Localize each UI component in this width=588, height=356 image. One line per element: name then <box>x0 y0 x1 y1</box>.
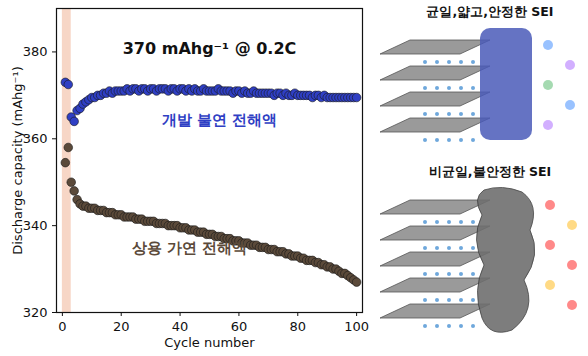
svg-text:60: 60 <box>231 319 248 334</box>
svg-text:0: 0 <box>58 319 66 334</box>
svg-text:균일,얇고,안정한 SEI: 균일,얇고,안정한 SEI <box>426 4 553 19</box>
svg-text:Discharge capacity (mAhg⁻¹): Discharge capacity (mAhg⁻¹) <box>10 66 25 255</box>
svg-text:상용 가연 전해액: 상용 가연 전해액 <box>132 239 247 257</box>
svg-text:360: 360 <box>23 131 48 146</box>
svg-text:40: 40 <box>172 319 189 334</box>
svg-text:비균일,불안정한 SEI: 비균일,불안정한 SEI <box>429 164 551 179</box>
svg-text:380: 380 <box>23 44 48 59</box>
svg-text:340: 340 <box>23 218 48 233</box>
svg-text:320: 320 <box>23 305 48 320</box>
svg-text:370 mAhg⁻¹ @ 0.2C: 370 mAhg⁻¹ @ 0.2C <box>123 39 297 58</box>
svg-text:개발 불연 전해액: 개발 불연 전해액 <box>162 111 277 129</box>
svg-text:100: 100 <box>344 319 369 334</box>
svg-text:80: 80 <box>289 319 306 334</box>
svg-text:Cycle number: Cycle number <box>164 335 255 350</box>
svg-text:20: 20 <box>113 319 130 334</box>
